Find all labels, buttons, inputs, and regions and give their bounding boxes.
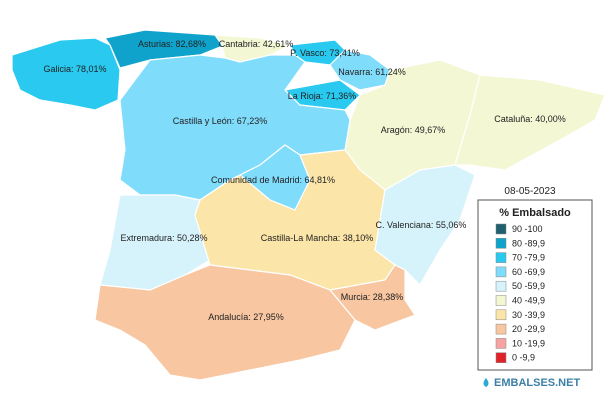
region-label: Murcia: 28,38% — [341, 292, 404, 302]
brand-icon — [483, 378, 489, 387]
legend-label: 70 -79,9 — [512, 253, 545, 263]
legend-swatch — [495, 266, 507, 278]
legend-swatch — [495, 309, 507, 321]
region-label: Navarra: 61,24% — [338, 67, 406, 77]
region-label: Andalucía: 27,95% — [208, 312, 284, 322]
region — [99, 194, 211, 291]
region-label: Aragón: 49,67% — [381, 125, 446, 135]
legend-label: 80 -89,9 — [512, 238, 545, 248]
legend-label: 40 -49,9 — [512, 296, 545, 306]
legend-label: 50 -59,9 — [512, 281, 545, 291]
legend-swatch — [495, 338, 507, 349]
legend-swatch — [495, 223, 507, 235]
legend: 08-05-2023 % Embalsado 90 -100 80 -89,9 70… — [477, 186, 593, 371]
legend-label: 20 -29,9 — [512, 324, 545, 334]
brand: EMBALSES.NET — [494, 377, 580, 389]
region-label: Extremadura: 50,28% — [120, 233, 207, 243]
legend-swatch — [495, 352, 507, 363]
legend-label: 90 -100 — [512, 224, 543, 234]
region — [11, 37, 121, 111]
legend-swatch — [495, 295, 507, 306]
region-label: Galicia: 78,01% — [43, 64, 106, 74]
region-label: Comunidad de Madrid: 64,81% — [211, 175, 335, 185]
region — [374, 164, 476, 286]
region-label: Castilla-La Mancha: 38,10% — [261, 233, 374, 243]
region-label: P. Vasco: 73,41% — [290, 48, 360, 58]
legend-swatch — [495, 280, 507, 292]
region — [328, 264, 416, 331]
legend-label: 60 -69,9 — [512, 267, 545, 277]
region-label: Castilla y León: 67,23% — [173, 116, 268, 126]
legend-title: % Embalsado — [499, 207, 571, 219]
region — [94, 264, 356, 381]
legend-label: 10 -19,9 — [512, 338, 545, 348]
region-label: Cantabria: 42,61% — [219, 39, 294, 49]
legend-label: 30 -39,9 — [512, 310, 545, 320]
legend-label: 0 -9,9 — [512, 353, 535, 363]
region-label: Asturias: 82,68% — [138, 39, 206, 49]
legend-date: 08-05-2023 — [504, 186, 556, 197]
region-label: Cataluña: 40,00% — [494, 114, 566, 124]
region-label: La Rioja: 71,36% — [288, 91, 357, 101]
legend-swatch — [495, 238, 507, 249]
region — [454, 74, 606, 171]
legend-swatch — [495, 252, 507, 263]
legend-swatch — [495, 323, 507, 335]
region-label: C. Valenciana: 55,06% — [376, 220, 467, 230]
